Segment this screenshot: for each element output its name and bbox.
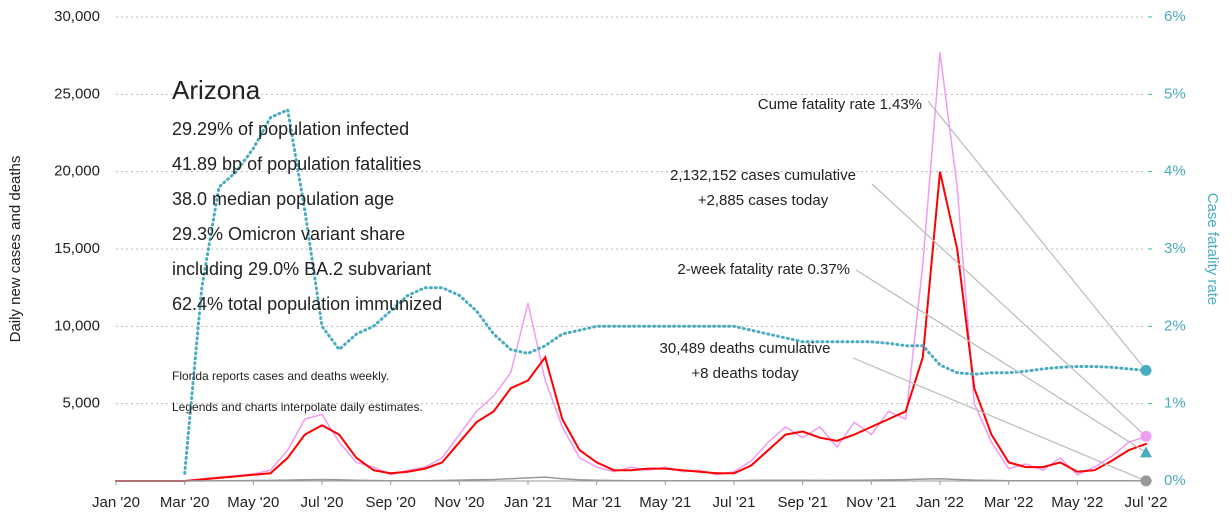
x-tick-label: Sep '21 <box>777 494 827 511</box>
y2-axis-label: Case fatality rate <box>1204 193 1221 306</box>
x-tick-label: May '21 <box>639 494 691 511</box>
info-line: including 29.0% BA.2 subvariant <box>172 259 431 279</box>
annotation-text: 2-week fatality rate 0.37% <box>677 261 850 278</box>
annotation-marker <box>1140 364 1152 376</box>
y2-tick-label: 6% <box>1164 8 1186 25</box>
info-title: Arizona <box>172 75 261 105</box>
note: Florida reports cases and deaths weekly. <box>172 369 389 383</box>
annotation-text: Cume fatality rate 1.43% <box>758 96 922 113</box>
series-line <box>115 476 1147 482</box>
leader-line <box>871 183 1147 437</box>
leader-line <box>927 100 1147 371</box>
info-line: 41.89 bp of population fatalities <box>172 154 421 174</box>
series-line <box>183 107 1148 475</box>
y-tick-label: 15,000 <box>54 240 100 257</box>
y-tick-label: 5,000 <box>62 395 100 412</box>
x-tick-label: Sep '20 <box>365 494 415 511</box>
x-tick-label: Jul '22 <box>1125 494 1168 511</box>
x-tick-label: Mar '21 <box>572 494 622 511</box>
annotation-text: +8 deaths today <box>691 365 799 382</box>
annotation-marker <box>1140 475 1152 487</box>
x-tick-label: Nov '21 <box>846 494 896 511</box>
note: Legends and charts interpolate daily est… <box>172 400 423 414</box>
y2-tick-label: 3% <box>1164 240 1186 257</box>
y2-tick-label: 5% <box>1164 85 1186 102</box>
y-tick-label: 10,000 <box>54 317 100 334</box>
annotation-marker <box>1140 446 1152 458</box>
info-line: 29.3% Omicron variant share <box>172 224 405 244</box>
x-tick-label: Jan '21 <box>504 494 552 511</box>
y-axis-label: Daily new cases and deaths <box>7 156 24 343</box>
annotation-text: 2,132,152 cases cumulative <box>670 167 856 184</box>
y-tick-label: 20,000 <box>54 163 100 180</box>
y-tick-label: 25,000 <box>54 85 100 102</box>
y-tick-label: 30,000 <box>54 8 100 25</box>
x-tick-label: Jul '20 <box>301 494 344 511</box>
annotation-text: 30,489 deaths cumulative <box>660 340 831 357</box>
annotation-text: +2,885 cases today <box>698 192 829 209</box>
x-tick-label: Mar '22 <box>984 494 1034 511</box>
x-tick-label: Jan '22 <box>916 494 964 511</box>
series-line <box>115 52 1147 482</box>
annotation-marker <box>1140 430 1152 442</box>
y2-tick-label: 4% <box>1164 163 1186 180</box>
x-tick-label: Jan '20 <box>92 494 140 511</box>
info-line: 62.4% total population immunized <box>172 294 442 314</box>
x-tick-label: Nov '20 <box>434 494 484 511</box>
info-line: 38.0 median population age <box>172 189 394 209</box>
leader-line <box>855 269 1147 453</box>
x-tick-label: Jul '21 <box>713 494 756 511</box>
x-tick-label: May '20 <box>227 494 279 511</box>
leader-line <box>852 357 1147 482</box>
x-tick-label: May '22 <box>1051 494 1103 511</box>
x-tick-label: Mar '20 <box>160 494 210 511</box>
series-line <box>115 171 1147 482</box>
info-line: 29.29% of population infected <box>172 119 409 139</box>
y2-tick-label: 1% <box>1164 395 1186 412</box>
y2-tick-label: 2% <box>1164 317 1186 334</box>
y2-tick-label: 0% <box>1164 472 1186 489</box>
